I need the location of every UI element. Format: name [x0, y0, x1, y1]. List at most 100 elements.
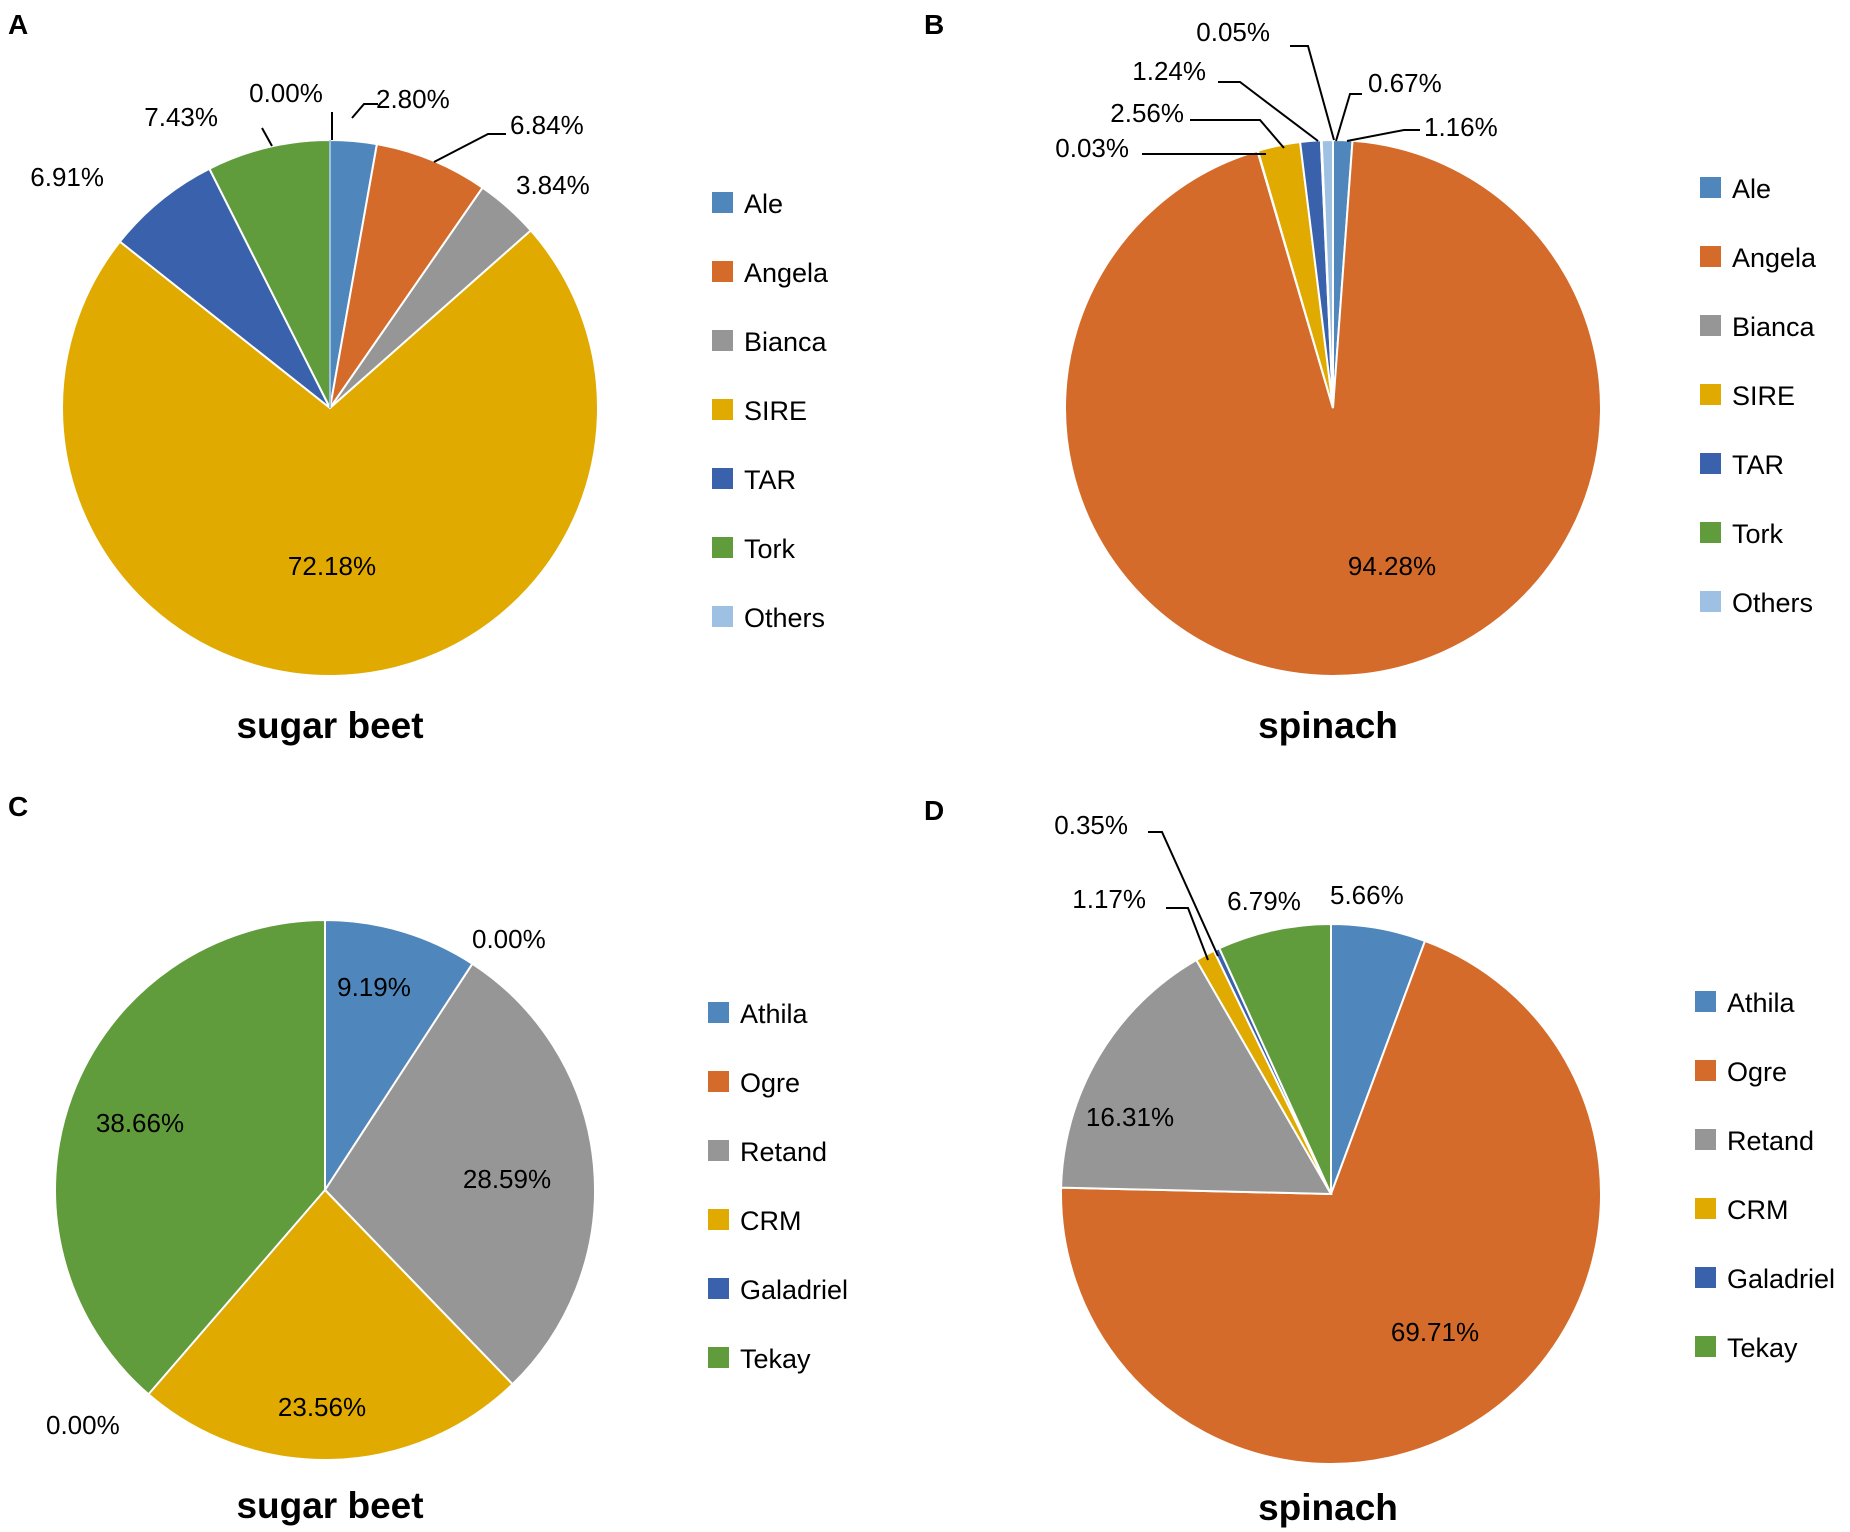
- legend-swatch-tar: [712, 468, 733, 489]
- pie-c: 9.19% 0.00% 28.59% 23.56% 0.00% 38.66%: [46, 918, 596, 1461]
- legend-label-retand: Retand: [740, 1137, 827, 1167]
- slice-sire: [61, 229, 599, 677]
- legend-swatch-tork: [1700, 522, 1721, 543]
- legend-label-bianca: Bianca: [744, 327, 828, 357]
- leader-line-galadriel: [1148, 831, 1219, 957]
- legend-label-athila: Athila: [1727, 988, 1796, 1018]
- data-label-crm: 23.56%: [278, 1392, 366, 1422]
- pie-b: 1.16% 94.28% 0.03% 2.56% 1.24% 0.05% 0.67%: [1055, 17, 1602, 677]
- legend-swatch-tekay: [1695, 1336, 1716, 1357]
- panel-letter-c: C: [8, 791, 28, 822]
- legend-b: Ale Angela Bianca SIRE TAR Tork Others: [1700, 174, 1817, 618]
- data-label-others: 0.00%: [249, 78, 323, 108]
- legend-swatch-tar: [1700, 453, 1721, 474]
- data-label-retand: 16.31%: [1086, 1102, 1174, 1132]
- legend-swatch-ale: [1700, 177, 1721, 198]
- slice-ogre: [1060, 939, 1602, 1465]
- legend-swatch-sire: [712, 399, 733, 420]
- panel-letter-b: B: [924, 9, 944, 40]
- slice-retand: [1060, 958, 1333, 1196]
- data-label-angela: 6.84%: [510, 110, 584, 140]
- panel-b: B 1.16% 94.28% 0.03% 2.56% 1.24% 0.05% 0.67% A…: [924, 9, 1817, 746]
- legend-label-tekay: Tekay: [740, 1344, 811, 1374]
- legend-a: Ale Angela Bianca SIRE TAR Tork Others: [712, 189, 829, 633]
- data-label-sire: 72.18%: [288, 551, 376, 581]
- legend-swatch-tekay: [708, 1347, 729, 1368]
- legend-swatch-others: [712, 606, 733, 627]
- panel-letter-a: A: [8, 9, 28, 40]
- leader-line-crm: [1166, 907, 1209, 961]
- data-label-tekay: 38.66%: [96, 1108, 184, 1138]
- legend-label-ogre: Ogre: [740, 1068, 800, 1098]
- data-label-ale: 1.16%: [1424, 112, 1498, 142]
- pie-a: 2.80% 6.84% 3.84% 72.18% 6.91% 7.43% 0.00%: [30, 78, 599, 677]
- leader-line-sire: [1190, 119, 1285, 149]
- legend-swatch-ogre: [1695, 1060, 1716, 1081]
- legend-swatch-athila: [1695, 991, 1716, 1012]
- data-label-crm: 1.17%: [1072, 884, 1146, 914]
- legend-swatch-bianca: [1700, 315, 1721, 336]
- leader-line-ale: [1346, 129, 1420, 142]
- legend-swatch-angela: [1700, 246, 1721, 267]
- chart-title-c: sugar beet: [236, 1485, 423, 1526]
- slice-tekay: [54, 918, 326, 1396]
- legend-label-angela: Angela: [1732, 243, 1817, 273]
- data-label-retand: 28.59%: [463, 1164, 551, 1194]
- legend-swatch-tork: [712, 537, 733, 558]
- data-label-ogre: 69.71%: [1391, 1317, 1479, 1347]
- data-label-ale: 2.80%: [376, 84, 450, 114]
- legend-swatch-angela: [712, 261, 733, 282]
- legend-label-others: Others: [744, 603, 825, 633]
- slice-retand: [323, 962, 596, 1386]
- leader-line-tork: [261, 127, 273, 147]
- chart-title-b: spinach: [1258, 705, 1398, 746]
- legend-label-sire: SIRE: [744, 396, 807, 426]
- leader-line-ale: [351, 103, 378, 119]
- legend-label-ale: Ale: [1732, 174, 1771, 204]
- legend-label-bianca: Bianca: [1732, 312, 1816, 342]
- data-label-tekay: 6.79%: [1227, 886, 1301, 916]
- legend-label-galadriel: Galadriel: [1727, 1264, 1835, 1294]
- slice-crm: [147, 1188, 514, 1461]
- panel-letter-d: D: [924, 795, 944, 826]
- legend-swatch-bianca: [712, 330, 733, 351]
- legend-c: Athila Ogre Retand CRM Galadriel Tekay: [708, 999, 848, 1374]
- slice-angela: [1064, 139, 1602, 677]
- leader-line-tork: [1290, 45, 1335, 141]
- slice-tar: [118, 167, 331, 409]
- data-label-tar: 1.24%: [1132, 56, 1206, 86]
- data-label-others: 0.67%: [1368, 68, 1442, 98]
- legend-label-tork: Tork: [744, 534, 796, 564]
- data-label-tork: 7.43%: [144, 102, 218, 132]
- panel-d: D 5.66% 69.71% 16.31% 1.17% 0.35% 6.79% Athil…: [924, 795, 1835, 1528]
- chart-title-a: sugar beet: [236, 705, 423, 746]
- leader-line-tar: [1218, 81, 1319, 142]
- legend-label-athila: Athila: [740, 999, 809, 1029]
- data-label-bianca: 0.03%: [1055, 133, 1129, 163]
- legend-label-crm: CRM: [1727, 1195, 1789, 1225]
- slice-tork: [208, 138, 331, 409]
- data-label-athila: 5.66%: [1330, 880, 1404, 910]
- legend-swatch-crm: [1695, 1198, 1716, 1219]
- data-label-tar: 6.91%: [30, 162, 104, 192]
- data-label-galadriel: 0.00%: [46, 1410, 120, 1440]
- legend-label-crm: CRM: [740, 1206, 802, 1236]
- data-label-bianca: 3.84%: [516, 170, 590, 200]
- data-label-sire: 2.56%: [1110, 98, 1184, 128]
- data-label-galadriel: 0.35%: [1054, 810, 1128, 840]
- pie-d: 5.66% 69.71% 16.31% 1.17% 0.35% 6.79%: [1054, 810, 1602, 1465]
- legend-label-tar: TAR: [744, 465, 796, 495]
- leader-line-angela: [433, 133, 506, 163]
- legend-label-galadriel: Galadriel: [740, 1275, 848, 1305]
- legend-label-tar: TAR: [1732, 450, 1784, 480]
- legend-label-sire: SIRE: [1732, 381, 1795, 411]
- legend-swatch-sire: [1700, 384, 1721, 405]
- legend-swatch-others: [1700, 591, 1721, 612]
- legend-swatch-retand: [1695, 1129, 1716, 1150]
- leader-line-others: [1335, 93, 1362, 142]
- legend-label-ogre: Ogre: [1727, 1057, 1787, 1087]
- legend-label-angela: Angela: [744, 258, 829, 288]
- legend-label-others: Others: [1732, 588, 1813, 618]
- legend-label-retand: Retand: [1727, 1126, 1814, 1156]
